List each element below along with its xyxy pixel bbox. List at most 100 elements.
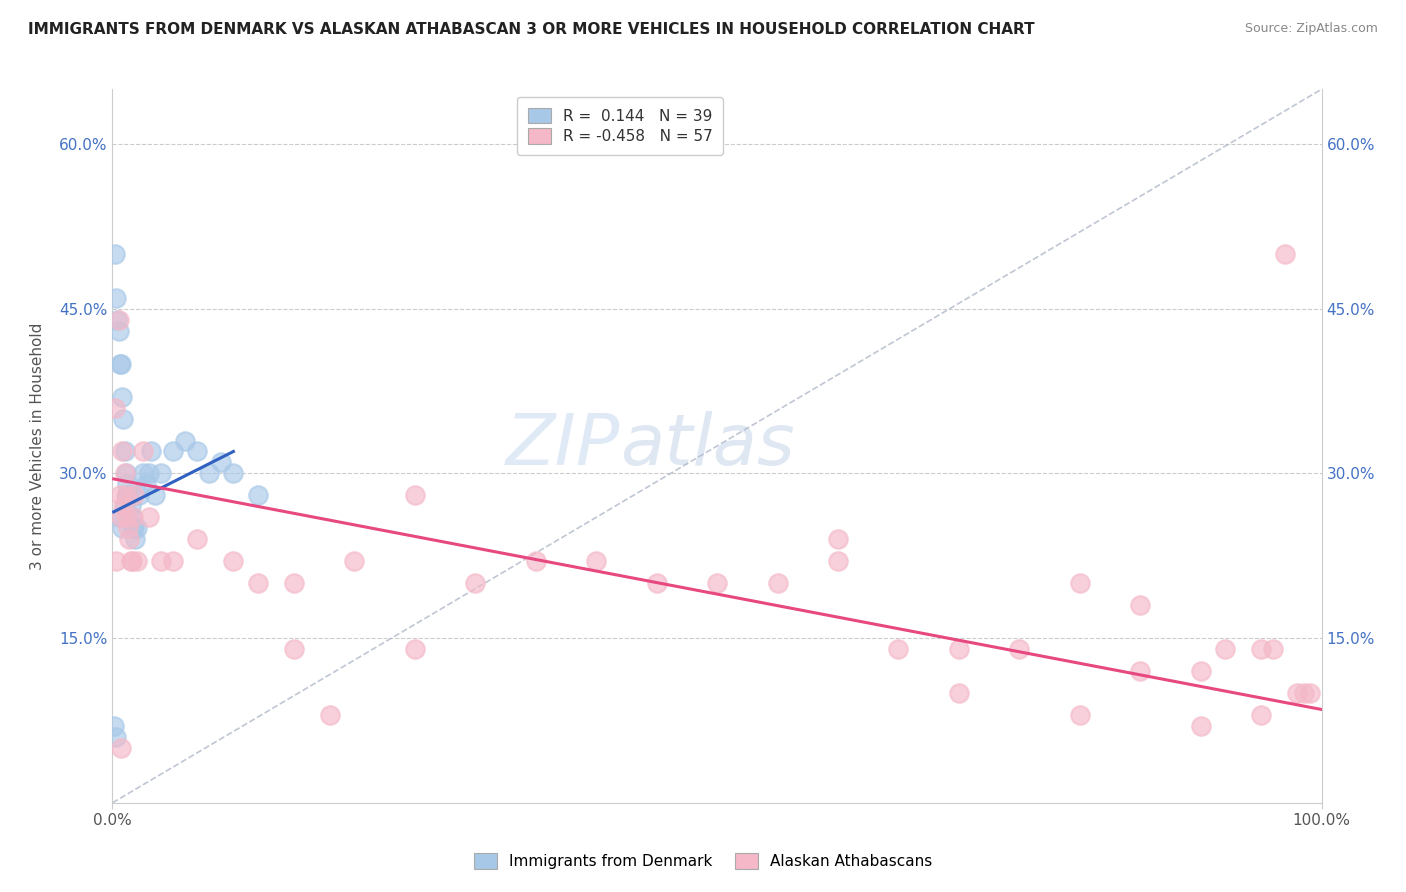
Point xyxy=(143,488,166,502)
Point xyxy=(1263,642,1285,657)
Point xyxy=(120,554,142,568)
Point xyxy=(464,576,486,591)
Point xyxy=(103,719,125,733)
Point xyxy=(114,500,136,514)
Point xyxy=(105,730,128,744)
Point xyxy=(1189,719,1212,733)
Point xyxy=(1069,576,1091,591)
Point xyxy=(128,488,150,502)
Point xyxy=(107,510,129,524)
Point xyxy=(108,488,131,502)
Point xyxy=(117,488,139,502)
Point xyxy=(122,510,145,524)
Point xyxy=(110,740,132,755)
Point xyxy=(138,510,160,524)
Point xyxy=(105,312,128,326)
Point xyxy=(524,554,547,568)
Point xyxy=(585,554,607,568)
Point xyxy=(645,576,668,591)
Point xyxy=(948,642,970,657)
Point xyxy=(827,554,849,568)
Point xyxy=(162,554,184,568)
Point xyxy=(132,467,155,481)
Point xyxy=(319,708,342,723)
Point xyxy=(114,467,136,481)
Point xyxy=(114,488,136,502)
Point xyxy=(1069,708,1091,723)
Point xyxy=(1292,686,1315,700)
Point xyxy=(111,390,134,404)
Legend: Immigrants from Denmark, Alaskan Athabascans: Immigrants from Denmark, Alaskan Athabas… xyxy=(467,847,939,875)
Point xyxy=(186,533,208,547)
Point xyxy=(121,510,143,524)
Y-axis label: 3 or more Vehicles in Household: 3 or more Vehicles in Household xyxy=(31,322,45,570)
Point xyxy=(246,488,269,502)
Point xyxy=(766,576,789,591)
Point xyxy=(1250,708,1272,723)
Point xyxy=(110,510,132,524)
Point xyxy=(125,521,148,535)
Point xyxy=(209,455,232,469)
Point xyxy=(105,291,128,305)
Point xyxy=(283,642,305,657)
Point xyxy=(122,521,145,535)
Point xyxy=(135,477,157,491)
Point xyxy=(1129,598,1152,612)
Point xyxy=(887,642,910,657)
Point xyxy=(118,488,141,502)
Point xyxy=(105,554,128,568)
Point xyxy=(404,488,426,502)
Point xyxy=(117,521,139,535)
Text: atlas: atlas xyxy=(620,411,794,481)
Point xyxy=(114,467,136,481)
Point xyxy=(115,477,138,491)
Point xyxy=(104,247,127,261)
Point xyxy=(111,444,134,458)
Point xyxy=(174,434,197,448)
Point xyxy=(706,576,728,591)
Point xyxy=(1274,247,1296,261)
Point xyxy=(121,554,143,568)
Point xyxy=(198,467,221,481)
Text: ZIP: ZIP xyxy=(506,411,620,481)
Point xyxy=(125,554,148,568)
Point xyxy=(114,444,136,458)
Point xyxy=(122,488,145,502)
Point xyxy=(1250,642,1272,657)
Point xyxy=(110,357,132,371)
Point xyxy=(827,533,849,547)
Point xyxy=(104,401,127,415)
Point xyxy=(118,533,141,547)
Point xyxy=(948,686,970,700)
Point xyxy=(1008,642,1031,657)
Point xyxy=(222,554,245,568)
Point xyxy=(149,554,172,568)
Point xyxy=(1298,686,1320,700)
Point xyxy=(222,467,245,481)
Legend: R =  0.144   N = 39, R = -0.458   N = 57: R = 0.144 N = 39, R = -0.458 N = 57 xyxy=(517,97,724,155)
Point xyxy=(162,444,184,458)
Point xyxy=(112,500,135,514)
Point xyxy=(343,554,366,568)
Point xyxy=(141,444,163,458)
Point xyxy=(246,576,269,591)
Point xyxy=(1286,686,1309,700)
Text: Source: ZipAtlas.com: Source: ZipAtlas.com xyxy=(1244,22,1378,36)
Point xyxy=(1213,642,1236,657)
Point xyxy=(120,500,142,514)
Point xyxy=(283,576,305,591)
Point xyxy=(111,521,134,535)
Point xyxy=(107,312,129,326)
Point xyxy=(149,467,172,481)
Point xyxy=(1189,664,1212,678)
Point xyxy=(186,444,208,458)
Text: IMMIGRANTS FROM DENMARK VS ALASKAN ATHABASCAN 3 OR MORE VEHICLES IN HOUSEHOLD CO: IMMIGRANTS FROM DENMARK VS ALASKAN ATHAB… xyxy=(28,22,1035,37)
Point xyxy=(404,642,426,657)
Point xyxy=(124,533,146,547)
Point xyxy=(122,521,145,535)
Point xyxy=(112,411,135,425)
Point xyxy=(1129,664,1152,678)
Point xyxy=(138,467,160,481)
Point xyxy=(115,510,138,524)
Point xyxy=(132,444,155,458)
